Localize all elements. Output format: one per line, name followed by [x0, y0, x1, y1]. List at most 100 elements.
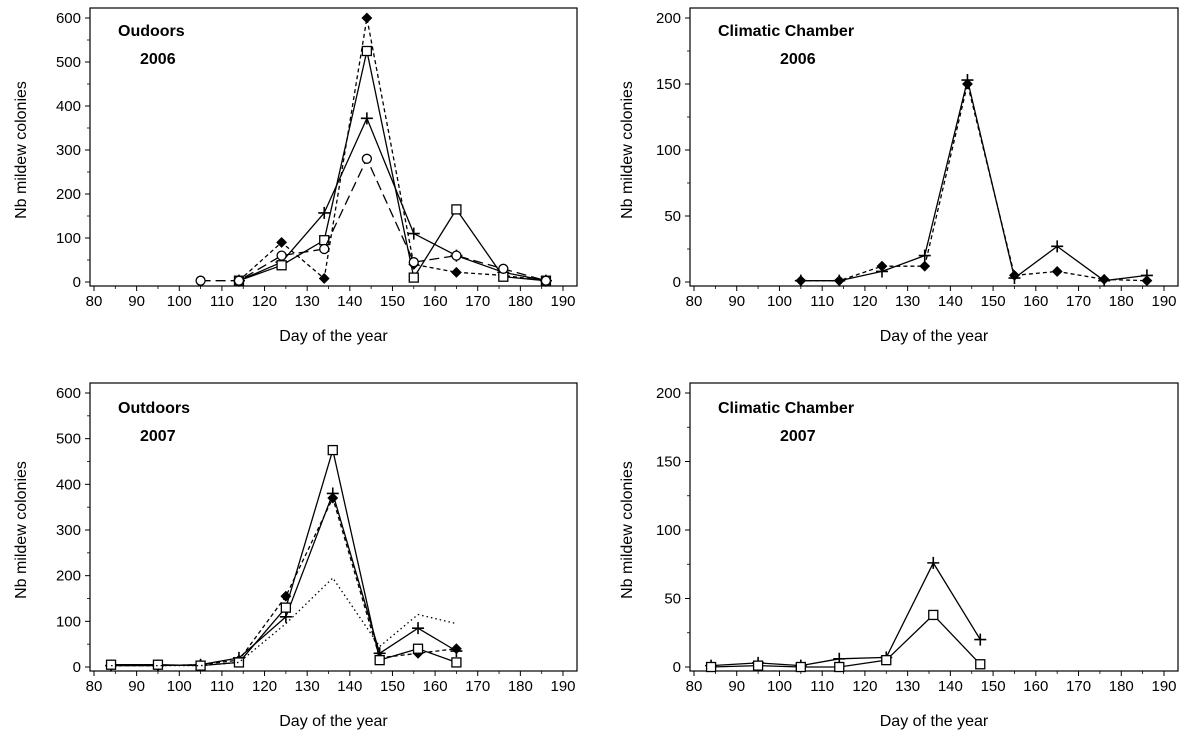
panel4-x-tick-label: 100 — [767, 678, 792, 695]
panel2-x-tick-label: 160 — [1023, 293, 1048, 310]
panel1-x-tick-label: 130 — [295, 293, 320, 310]
panel1-y-tick-label: 0 — [73, 274, 81, 291]
panel4-series-1-point — [927, 556, 940, 569]
panel4-series-2-point — [881, 655, 892, 666]
panel1-series-4-point — [540, 275, 552, 286]
panel2-y-tick-label: 50 — [664, 208, 681, 225]
panel3-x-tick-label: 110 — [210, 678, 234, 695]
panel3-series-1-line — [111, 492, 457, 667]
panel3-y-tick-label: 600 — [56, 385, 81, 402]
panel4-subtitle: 2007 — [780, 428, 816, 445]
panel1-series-2-line — [238, 17, 546, 282]
panel1-x-axis-title: Day of the year — [279, 328, 388, 345]
panel4-y-axis-title: Nb mildew colonies — [619, 461, 636, 599]
panel3-series-3-point — [327, 444, 338, 456]
panel4-series-2-point — [705, 661, 717, 673]
panel1-series-3-line — [238, 50, 546, 282]
panel3-plot-frame — [89, 382, 578, 672]
panel1-series-1-point — [318, 206, 331, 219]
panel2-x-tick-label: 90 — [728, 293, 745, 310]
panel4-x-axis-title: Day of the year — [880, 713, 989, 730]
panel3-y-tick-label: 400 — [56, 476, 81, 493]
panel3-x-tick-label: 160 — [423, 678, 448, 695]
panel3-x-tick-label: 180 — [508, 678, 533, 695]
panel2-series-2-point — [1141, 275, 1153, 287]
panel1-series-4-point — [276, 250, 287, 261]
panel3-x-tick-label: 170 — [465, 678, 490, 695]
panel4-x-tick-label: 150 — [981, 678, 1006, 695]
panel3-series-3-point — [412, 643, 424, 654]
panel3-y-tick-label: 300 — [56, 522, 81, 539]
panel3-series-2-line — [111, 497, 457, 667]
panel3-subtitle: 2007 — [140, 428, 176, 445]
panel3-x-tick-label: 100 — [167, 678, 192, 695]
panel3-y-tick-label: 200 — [56, 568, 81, 585]
panel4-title: Climatic Chamber — [718, 400, 854, 417]
panel3-series-3-point — [280, 602, 292, 613]
panel1-x-tick-label: 110 — [210, 293, 234, 310]
panel1-series-4-point — [195, 275, 206, 286]
panel1-series-3-point — [361, 45, 373, 57]
panel1-y-tick-label: 500 — [56, 54, 81, 71]
panel1-series-4-point — [408, 257, 419, 268]
panel4-y-tick-label: 0 — [673, 659, 681, 676]
panel2-x-tick-label: 110 — [810, 293, 834, 310]
panel2-y-tick-label: 0 — [673, 274, 681, 291]
panel2-series-2-point — [1009, 269, 1020, 281]
panel2-series-2-point — [1051, 266, 1063, 277]
panel3-x-tick-label: 120 — [252, 678, 277, 695]
panel3-series-1-point — [412, 622, 425, 635]
panel2-x-tick-label: 80 — [686, 293, 703, 310]
panel4-series-2-point — [928, 609, 939, 621]
panel1-x-tick-label: 120 — [252, 293, 277, 310]
panel2-x-tick-label: 100 — [767, 293, 792, 310]
panel3-x-tick-label: 140 — [337, 678, 362, 695]
panel2-x-tick-label: 120 — [852, 293, 877, 310]
panel1-series-1-point — [407, 227, 420, 240]
panel3-y-tick-label: 500 — [56, 431, 81, 448]
panel2-plot-frame — [689, 7, 1179, 287]
panel1-plot-frame — [89, 7, 578, 287]
panel1-series-2-point — [318, 273, 330, 284]
panel2-series-2-point — [1098, 273, 1110, 285]
panel3-series-3-point — [152, 659, 164, 670]
panel2-series-1-point — [1051, 240, 1064, 253]
panel2-series-2-point — [919, 260, 931, 272]
panel2-y-axis-title: Nb mildew colonies — [619, 81, 636, 219]
panel1-y-tick-label: 600 — [56, 10, 81, 27]
panel4-series-2-point — [752, 660, 764, 671]
panel4-x-tick-label: 170 — [1066, 678, 1091, 695]
panel1-x-tick-label: 100 — [167, 293, 192, 310]
panel4-x-tick-label: 190 — [1151, 678, 1176, 695]
panel1-series-3-point — [408, 272, 419, 283]
panel1-x-tick-label: 170 — [465, 293, 490, 310]
panel2-series-1-point — [918, 249, 931, 262]
panel2-title: Climatic Chamber — [718, 23, 854, 40]
panel3-series-2-point — [327, 492, 339, 504]
panel4-y-tick-label: 100 — [656, 522, 681, 539]
panel2-subtitle: 2006 — [780, 51, 816, 68]
panel2-series-2-point — [795, 275, 807, 287]
panel1-x-tick-label: 190 — [550, 293, 575, 310]
panel1-x-tick-label: 90 — [128, 293, 145, 310]
panel3-x-tick-label: 150 — [380, 678, 405, 695]
panel1-y-tick-label: 400 — [56, 98, 81, 115]
panel2-y-tick-label: 200 — [656, 10, 681, 27]
panel2-series-2-line — [800, 83, 1147, 282]
panel1-x-tick-label: 160 — [423, 293, 448, 310]
panel1-x-tick-label: 150 — [380, 293, 405, 310]
panel1-series-4-point — [498, 263, 509, 274]
panel1-series-1-point — [360, 112, 373, 125]
panel3-series-3-point — [195, 660, 206, 671]
panel1-series-4-point — [233, 275, 245, 286]
panel1-series-2-point — [450, 266, 462, 278]
panel1-title: Oudoors — [118, 23, 185, 40]
panel4-x-tick-label: 160 — [1023, 678, 1048, 695]
panel1-subtitle: 2006 — [140, 51, 176, 68]
panel2-x-axis-title: Day of the year — [880, 328, 989, 345]
panel1-series-4-point — [319, 243, 330, 255]
panel1-y-tick-label: 200 — [56, 186, 81, 203]
panel2-x-tick-label: 180 — [1109, 293, 1134, 310]
panel1-series-2-point — [361, 12, 373, 24]
